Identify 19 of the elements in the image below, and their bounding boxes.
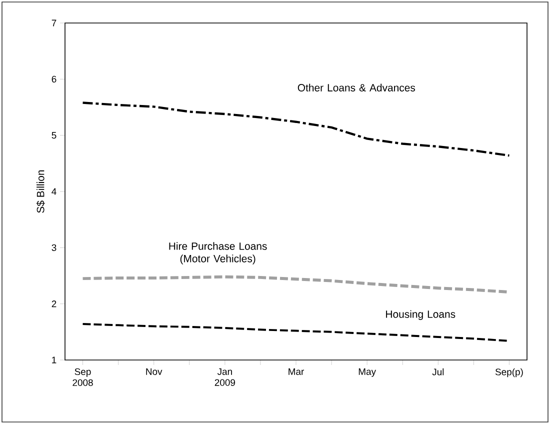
y-tick-label: 6 — [52, 76, 56, 83]
y-tick-label: 7 — [52, 20, 56, 26]
x-tick-label: Mar — [288, 368, 304, 375]
y-tick-label: 5 — [52, 132, 56, 139]
series-label: Housing Loans — [386, 310, 456, 320]
series-label: Hire Purchase Loans (Motor Vehicles) — [169, 242, 267, 264]
x-tick-label: Sep 2008 — [72, 368, 93, 386]
x-tick-label: Sep(p) — [495, 368, 523, 378]
x-tick-label: Nov — [146, 368, 162, 375]
x-tick-label: May — [358, 368, 376, 377]
y-tick-label: 3 — [52, 244, 56, 252]
x-tick-label: Jan 2009 — [214, 368, 235, 386]
x-tick-label: Jul — [432, 368, 444, 376]
y-tick-label: 2 — [52, 300, 56, 308]
line-series — [82, 102, 510, 157]
text: Other Loans & Advances — [298, 84, 416, 92]
y-tick-label: 4 — [52, 188, 56, 195]
y-tick-label: 1 — [52, 356, 56, 364]
y-axis-title: S$ Billion — [36, 170, 45, 213]
